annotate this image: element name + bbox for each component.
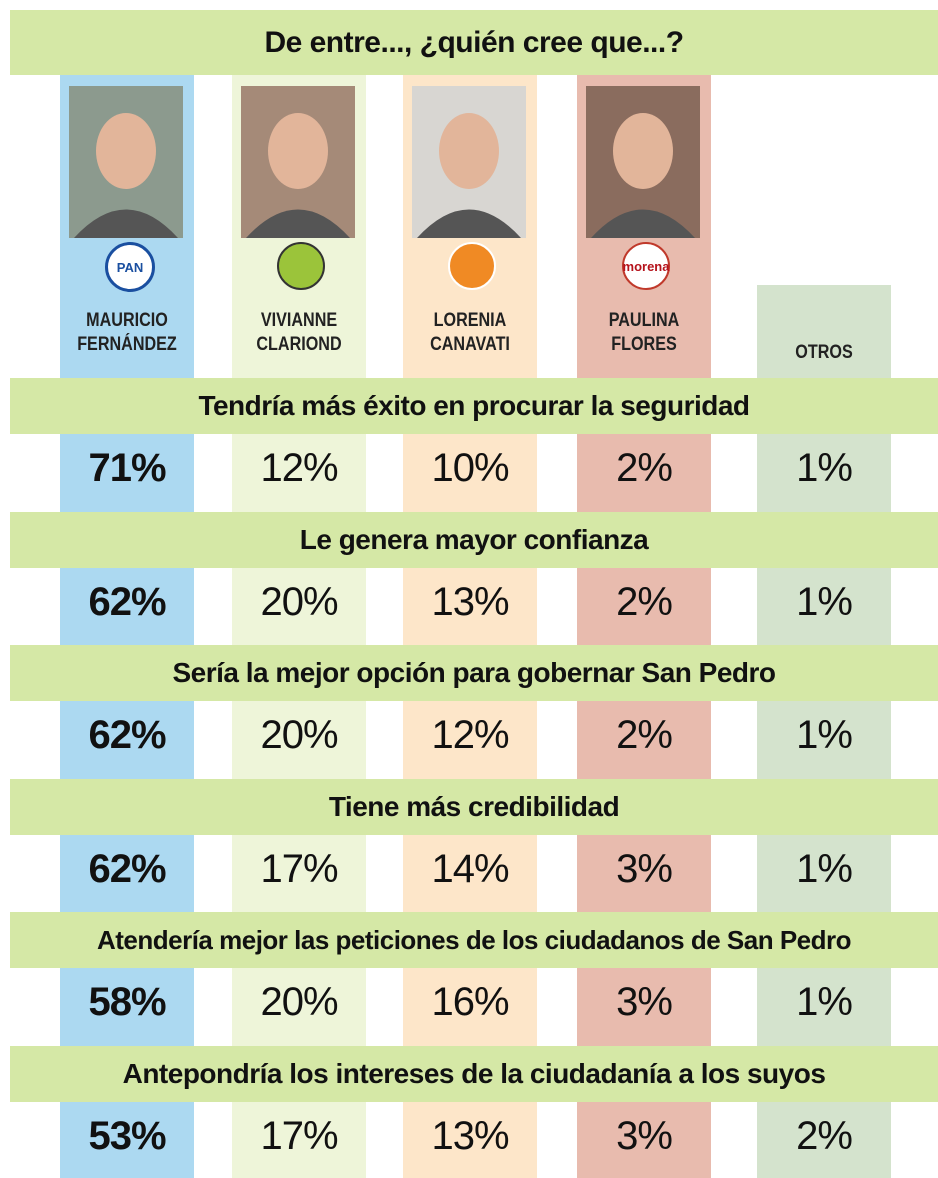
percentage: 20% [260,713,338,757]
percentage: 13% [431,1113,509,1158]
percentage: 1% [796,579,853,624]
question: Tendría más éxito en procurar la segurid… [10,378,938,434]
candidate-name: FERNÁNDEZ [77,334,177,355]
percentage: 3% [616,980,673,1024]
percentage: 20% [260,579,338,624]
percentage: 2% [616,713,673,757]
percentage: 14% [431,846,509,891]
percentage: 58% [88,980,166,1024]
percentage: 1% [796,446,853,490]
candidate-name: PAULINA [608,310,680,331]
party-logo [448,242,496,290]
percentage: 17% [260,846,338,891]
percentage: 2% [616,579,673,624]
candidate-name: FLORES [611,334,677,355]
question: Sería la mejor opción para gobernar San … [10,645,938,701]
question: Antepondría los intereses de la ciudadan… [10,1045,938,1102]
candidate-name: CANAVATI [430,334,510,355]
candidate-name: VIVIANNE [260,310,338,331]
candidate-name: MAURICIO [86,310,168,331]
party-logo: PAN [105,242,155,292]
candidate-name: LORENIA [433,310,507,331]
percentage: 12% [431,713,509,757]
percentage: 20% [260,980,338,1024]
candidate-photo [241,86,355,238]
silhouette [417,113,521,238]
others-label: OTROS [795,342,853,363]
percentage: 62% [88,846,166,891]
percentage: 2% [796,1113,853,1158]
question: Tiene más credibilidad [10,778,938,835]
percentage: 17% [260,1113,338,1158]
candidate-photo [412,86,526,238]
percentage: 2% [616,446,673,490]
percentage: 13% [431,579,509,624]
silhouette [74,113,178,238]
percentage: 62% [88,579,166,624]
percentage: 3% [616,846,673,891]
percentage: 16% [431,980,509,1024]
header-title: De entre..., ¿quién cree que...? [10,10,938,75]
candidate-photo [69,86,183,238]
percentage: 1% [796,713,853,757]
question: Le genera mayor confianza [10,511,938,568]
silhouette [591,113,695,238]
percentage: 1% [796,846,853,891]
silhouette [246,113,350,238]
question: Atendería mejor las peticiones de los ci… [10,912,938,968]
percentage: 3% [616,1113,673,1158]
percentage: 12% [260,446,338,490]
percentage: 71% [88,446,166,490]
party-logo [277,242,325,290]
percentage: 1% [796,980,853,1024]
party-logo: morena [622,242,670,290]
candidate-name: CLARIOND [256,334,342,355]
percentage: 53% [88,1113,166,1158]
percentage: 10% [431,446,509,490]
percentage: 62% [88,713,166,757]
candidate-photo [586,86,700,238]
